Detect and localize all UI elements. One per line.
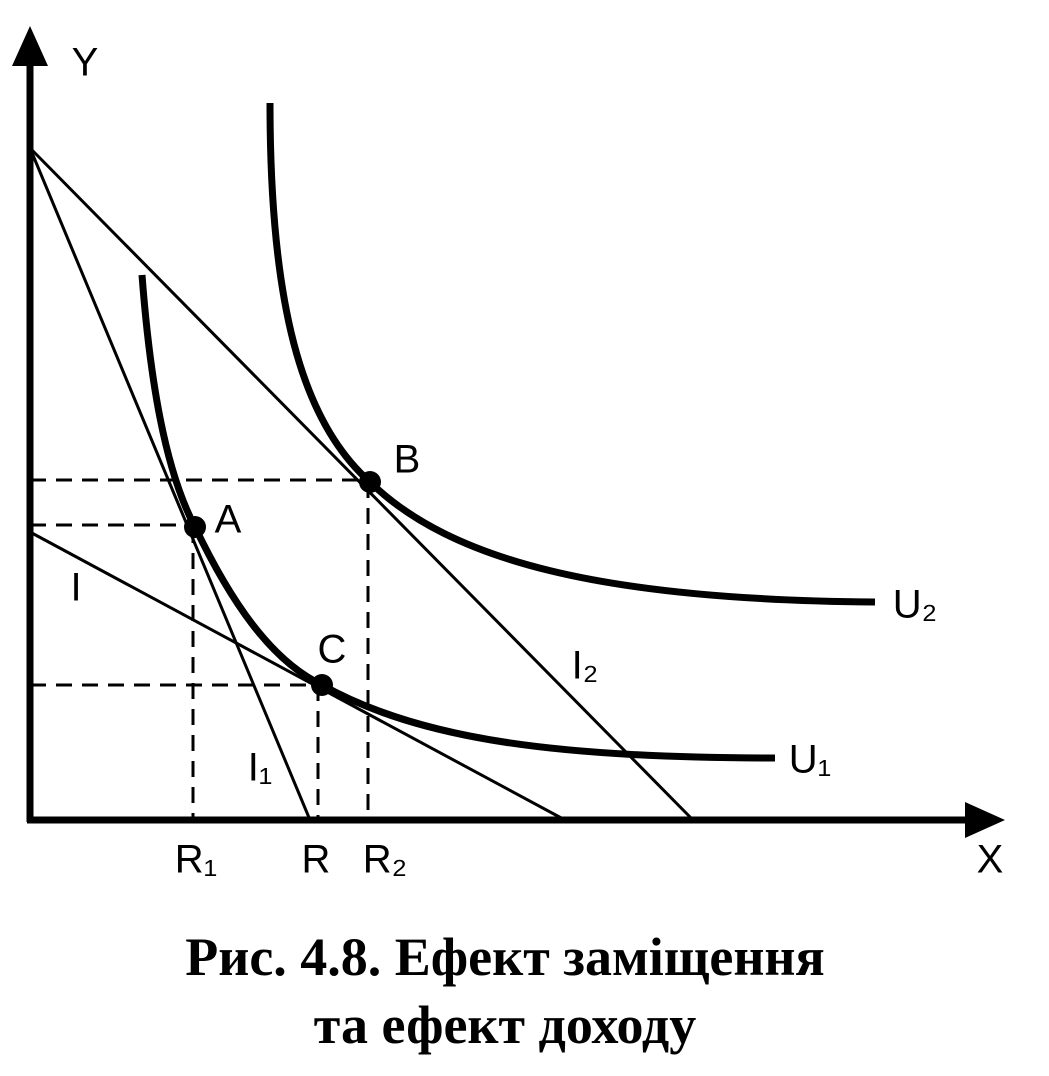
- curve-label: U₂: [893, 583, 937, 627]
- point-a: [184, 516, 206, 538]
- budget-line-i1: [28, 147, 312, 821]
- caption-line: Рис. 4.8. Ефект заміщення: [185, 927, 825, 987]
- x-mark-label: R₁: [175, 838, 217, 882]
- guide-lines: [30, 478, 370, 820]
- x-axis-label: X: [977, 838, 1004, 882]
- point-label: A: [215, 498, 242, 542]
- x-arrow: [965, 802, 1005, 838]
- y-arrow: [12, 26, 48, 66]
- point-b: [359, 471, 381, 493]
- point-label: B: [394, 438, 421, 482]
- caption-line: та ефект доходу: [314, 995, 696, 1055]
- line-label: I: [70, 566, 81, 610]
- indifference-curve-u2: [266, 102, 876, 606]
- budget-line-i: [29, 530, 566, 822]
- curve-label: U₁: [789, 738, 831, 782]
- point-c: [311, 674, 333, 696]
- indifference-curve-u1: [138, 274, 776, 762]
- y-axis-label: Y: [72, 41, 99, 85]
- line-label: I₂: [572, 644, 599, 688]
- point-label: C: [318, 628, 347, 672]
- x-mark-label: R₂: [363, 838, 407, 882]
- x-mark-label: R: [302, 838, 331, 882]
- line-label: I₁: [248, 746, 273, 790]
